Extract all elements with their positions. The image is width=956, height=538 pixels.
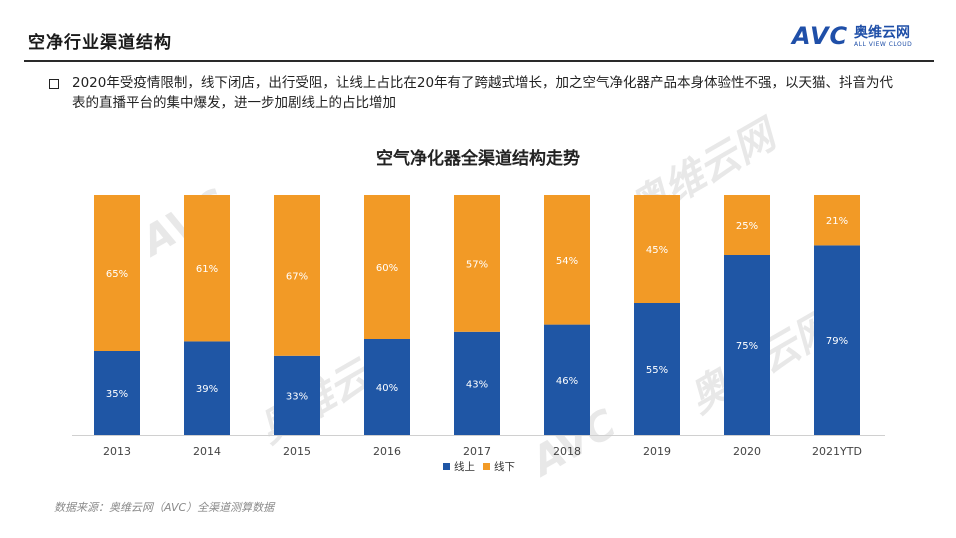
logo-en-text: ALL VIEW CLOUD [854, 41, 913, 48]
x-tick-label: 2019 [643, 445, 671, 458]
avc-logo: AVC 奥维云网 ALL VIEW CLOUD [792, 22, 942, 52]
data-label-online: 39% [196, 384, 218, 395]
data-label-online: 40% [376, 383, 398, 394]
logo-avc-text: AVC [792, 22, 849, 50]
data-label-offline: 65% [106, 269, 128, 280]
x-tick-label: 2014 [193, 445, 221, 458]
x-tick-label: 2016 [373, 445, 401, 458]
bar-offline [634, 195, 680, 303]
bar-offline [544, 195, 590, 325]
logo-cn-text: 奥维云网 [854, 25, 910, 41]
data-label-offline: 57% [466, 259, 488, 270]
legend-label-online: 线上 [454, 461, 475, 473]
bullet-text: 2020年受疫情限制，线下闭店，出行受阻，让线上占比在20年有了跨越式增长，加之… [72, 75, 894, 111]
title-divider [24, 60, 934, 62]
x-tick-label: 2015 [283, 445, 311, 458]
bar-offline [364, 195, 410, 339]
bar-online [634, 303, 680, 435]
x-tick-label: 2020 [733, 445, 761, 458]
data-label-online: 75% [736, 341, 758, 352]
bullet-square-icon [49, 79, 59, 89]
bar-online [724, 255, 770, 435]
legend-label-offline: 线下 [494, 461, 515, 473]
data-label-offline: 60% [376, 263, 398, 274]
data-label-offline: 25% [736, 221, 758, 232]
data-label-offline: 21% [826, 216, 848, 227]
bar-offline [94, 195, 140, 351]
data-label-offline: 54% [556, 256, 578, 267]
x-tick-label: 2017 [463, 445, 491, 458]
data-label-online: 79% [826, 336, 848, 347]
x-tick-label: 2021YTD [812, 445, 862, 458]
data-label-online: 33% [286, 391, 308, 402]
data-label-offline: 45% [646, 245, 668, 256]
x-tick-label: 2013 [103, 445, 131, 458]
bar-offline [724, 195, 770, 255]
bar-offline [454, 195, 500, 332]
bar-online [364, 339, 410, 435]
bar-online [544, 324, 590, 435]
page-title: 空净行业渠道结构 [28, 33, 172, 53]
bar-online [814, 245, 860, 435]
x-tick-label: 2018 [553, 445, 581, 458]
legend-item-online: 线上 [443, 459, 475, 474]
bar-online [274, 355, 320, 435]
legend-swatch-offline [483, 463, 490, 470]
bar-offline [184, 195, 230, 342]
bar-online [454, 331, 500, 435]
source-note: 数据来源：奥维云网（AVC）全渠道测算数据 [54, 501, 275, 514]
legend-swatch-online [443, 463, 450, 470]
data-label-online: 35% [106, 389, 128, 400]
chart-title: 空气净化器全渠道结构走势 [376, 149, 580, 169]
data-label-offline: 61% [196, 264, 218, 275]
data-label-online: 43% [466, 379, 488, 390]
bar-offline [814, 195, 860, 246]
data-label-online: 55% [646, 365, 668, 376]
bar-offline [274, 195, 320, 356]
data-label-online: 46% [556, 376, 578, 387]
legend-item-offline: 线下 [483, 459, 515, 474]
bar-online [94, 351, 140, 435]
bar-online [184, 341, 230, 435]
data-label-offline: 67% [286, 271, 308, 282]
